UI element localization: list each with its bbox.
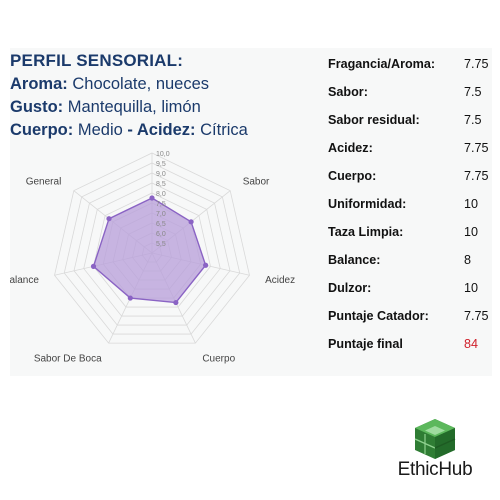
tick-label: 5,5 xyxy=(156,241,166,248)
grid-ring xyxy=(54,152,250,344)
sensory-profile: PERFIL SENSORIAL: Aroma: Chocolate, nuec… xyxy=(10,48,310,140)
taste-line: Gusto: Mantequilla, limón xyxy=(10,98,310,117)
score-row: Puntaje Catador: 7.75 xyxy=(328,304,490,332)
score-row: Acidez: 7.75 xyxy=(328,136,490,164)
score-row: Uniformidad: 10 xyxy=(328,192,490,220)
score-value: 10 xyxy=(464,197,479,211)
final-score-value: 84 xyxy=(464,337,479,351)
category-label: Balance xyxy=(10,275,39,286)
stacked-cubes-logo-icon xyxy=(414,419,456,459)
tick-label: 7,5 xyxy=(156,201,166,208)
score-value: 7.75 xyxy=(464,309,489,323)
acidity-value: Cítrica xyxy=(200,121,248,139)
series-area xyxy=(92,197,207,304)
data-point xyxy=(90,263,97,269)
data-point xyxy=(127,295,133,301)
tick-label: 6,5 xyxy=(156,221,166,228)
data-point xyxy=(188,219,194,225)
score-row: Sabor: 7.5 xyxy=(328,80,490,108)
grid-ring xyxy=(73,172,231,326)
category-label: Sabor De Boca xyxy=(34,354,102,365)
score-row: Fragancia/Aroma: 7.75 xyxy=(328,52,490,80)
content-panel xyxy=(10,48,492,376)
tick-label: 8,0 xyxy=(156,191,166,198)
tick-label: 10,0 xyxy=(156,151,170,158)
score-name: Sabor residual: xyxy=(328,113,420,127)
score-row: Sabor residual: 7.5 xyxy=(328,108,490,136)
score-row: Balance: 8 xyxy=(328,248,490,276)
taste-label: Gusto: xyxy=(10,98,64,116)
profile-title: PERFIL SENSORIAL: xyxy=(10,51,184,70)
data-point xyxy=(149,195,155,201)
aroma-line: Aroma: Chocolate, nueces xyxy=(10,75,310,94)
body-acidity-line: Cuerpo: Medio - Acidez: Cítrica xyxy=(10,121,310,140)
tick-label: 6,0 xyxy=(156,231,166,238)
tick-label: 7,0 xyxy=(156,211,166,218)
score-row: Dulzor: 10 xyxy=(328,276,490,304)
score-value: 8 xyxy=(464,253,472,267)
aroma-label: Aroma: xyxy=(10,75,68,93)
separator: - xyxy=(122,121,137,139)
score-name: Puntaje Catador: xyxy=(328,309,429,323)
score-table: Fragancia/Aroma: 7.75 Sabor: 7.5 Sabor res… xyxy=(328,52,490,360)
tick-label: 9,0 xyxy=(156,171,166,178)
score-name: Acidez: xyxy=(328,141,373,155)
score-row: Taza Limpia: 10 xyxy=(328,220,490,248)
data-point xyxy=(203,262,209,268)
category-label: Acidez xyxy=(265,275,295,286)
grid-ring xyxy=(63,162,241,335)
score-name: Fragancia/Aroma: xyxy=(328,57,436,71)
score-name: Sabor: xyxy=(328,85,368,99)
score-value: 7.75 xyxy=(464,169,489,183)
score-row: Cuerpo: 7.75 xyxy=(328,164,490,192)
final-score-name: Puntaje final xyxy=(328,337,403,351)
score-name: Dulzor: xyxy=(328,281,372,295)
tick-label: 9,5 xyxy=(156,161,166,168)
score-value: 7.75 xyxy=(464,57,489,71)
radar-chart: 5,56,06,57,07,58,08,59,09,510,0Fragancia… xyxy=(10,151,295,365)
brand-name: EthicHub xyxy=(397,459,473,480)
score-value: 7.75 xyxy=(464,141,489,155)
data-point xyxy=(173,299,179,306)
category-label: Sabor xyxy=(243,177,270,188)
score-name: Uniformidad: xyxy=(328,197,407,211)
data-point xyxy=(106,216,112,222)
aroma-value: Chocolate, nueces xyxy=(72,75,210,93)
score-value: 10 xyxy=(464,281,479,295)
category-label: General xyxy=(26,177,62,188)
body-value: Medio xyxy=(77,121,123,139)
category-label: Cuerpo xyxy=(202,354,235,365)
score-value: 10 xyxy=(464,225,479,239)
score-name: Cuerpo: xyxy=(328,169,377,183)
ethichub-logo: EthicHub xyxy=(380,415,490,495)
taste-value: Mantequilla, limón xyxy=(67,98,201,116)
score-name: Balance: xyxy=(328,253,381,267)
tick-label: 8,5 xyxy=(156,181,166,188)
grid-ring xyxy=(83,182,221,317)
score-value: 7.5 xyxy=(464,113,482,127)
score-name: Taza Limpia: xyxy=(328,225,404,239)
grid-ring xyxy=(93,192,211,308)
body-label: Cuerpo: xyxy=(10,121,74,139)
acidity-label: Acidez: xyxy=(136,121,196,139)
final-score-row: Puntaje final 84 xyxy=(328,332,490,360)
score-value: 7.5 xyxy=(464,85,482,99)
